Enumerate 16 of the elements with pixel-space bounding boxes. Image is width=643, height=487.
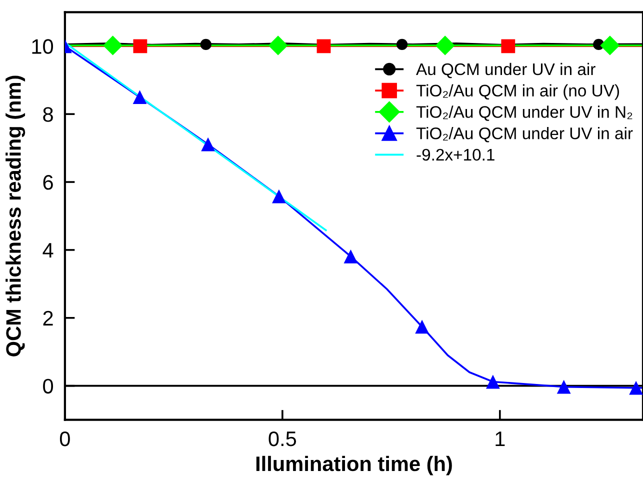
x-axis-title: Illumination time (h)	[256, 456, 452, 476]
x-tick-label: 0	[60, 431, 70, 446]
y-tick-label: 2	[43, 310, 53, 326]
legend-label: -9.2x+10.1	[416, 148, 494, 161]
y-axis-title: QCM thickness reading (nm)	[6, 76, 26, 356]
legend-label: Au QCM under UV in air	[416, 62, 596, 78]
y-tick-label: 8	[43, 107, 53, 122]
legend-label: TiO₂/Au QCM under UV in air	[416, 127, 633, 142]
y-tick-label: 6	[43, 175, 53, 190]
legend-label: TiO₂/Au QCM under UV in N₂	[416, 106, 632, 121]
legend-label: TiO₂/Au QCM in air (no UV)	[416, 84, 619, 100]
x-tick-label: 0.5	[268, 431, 296, 446]
y-tick-label: 10	[32, 39, 54, 54]
y-tick-label: 4	[42, 243, 54, 258]
y-tick-label: 0	[43, 378, 54, 394]
x-tick-label: 1	[496, 432, 505, 446]
